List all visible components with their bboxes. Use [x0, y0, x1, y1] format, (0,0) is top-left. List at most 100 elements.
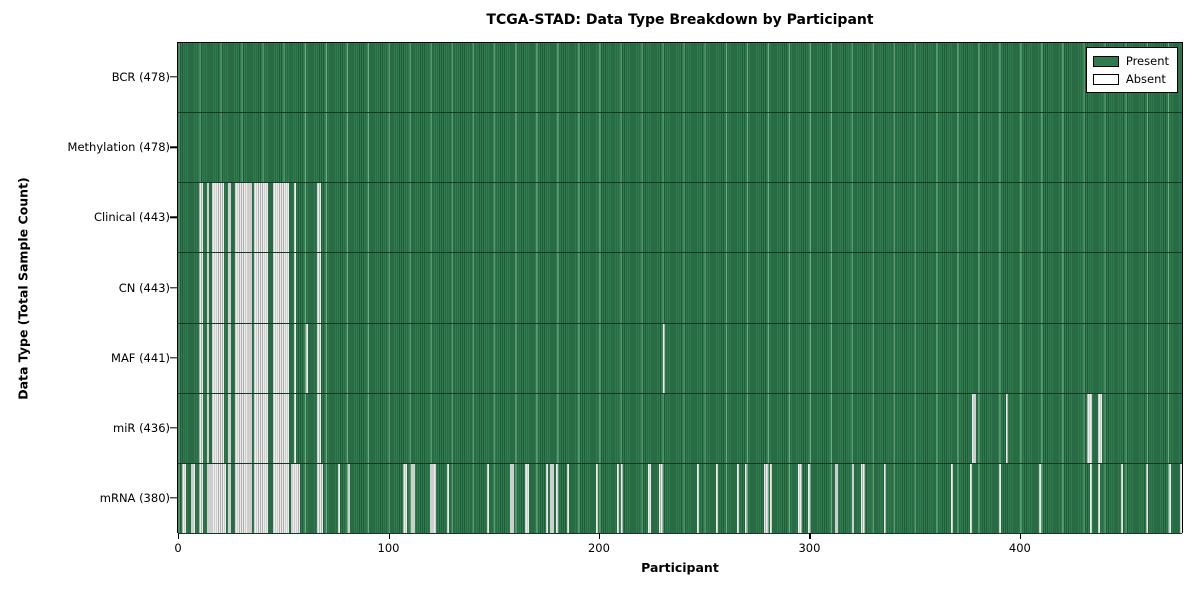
absent-stripe	[207, 463, 227, 533]
heatmap-row-mRNA	[178, 463, 1182, 534]
absent-stripe	[199, 183, 204, 253]
absent-stripe	[616, 463, 620, 533]
absent-stripe	[1146, 463, 1149, 533]
absent-stripe	[1005, 393, 1008, 463]
absent-stripe	[234, 323, 252, 393]
absent-stripe	[228, 393, 231, 463]
absent-stripe	[337, 463, 340, 533]
column-grid-lines	[178, 393, 1182, 463]
absent-stripe	[228, 323, 231, 393]
absent-stripe	[228, 253, 231, 323]
absent-stripe	[293, 253, 296, 323]
y-tick-label-CN: CN (443)	[118, 280, 170, 295]
absent-stripe	[402, 463, 407, 533]
x-axis-title: Participant	[641, 560, 719, 575]
absent-stripe	[658, 463, 664, 533]
heatmap-row-Clinical	[178, 183, 1182, 254]
y-axis-title: Data Type (Total Sample Count)	[15, 177, 31, 400]
absent-stripe	[595, 463, 599, 533]
absent-stripe	[253, 463, 269, 533]
absent-stripe	[1121, 463, 1124, 533]
absent-stripe	[293, 323, 296, 393]
x-tick-mark	[388, 533, 390, 539]
absent-stripe	[253, 183, 269, 253]
y-tick-label-mRNA: mRNA (380)	[99, 490, 170, 505]
absent-stripe	[556, 463, 559, 533]
absent-stripe	[1097, 463, 1101, 533]
absent-stripe	[207, 393, 210, 463]
y-tick-mark	[170, 76, 177, 78]
absent-stripe	[190, 463, 195, 533]
absent-stripe	[253, 393, 269, 463]
x-tick-label-400: 400	[1008, 541, 1031, 555]
absent-stripe	[524, 463, 529, 533]
absent-stripe	[293, 183, 296, 253]
absent-stripe	[883, 463, 886, 533]
absent-stripe	[316, 323, 321, 393]
absent-stripe	[663, 323, 666, 393]
absent-stripe	[207, 183, 210, 253]
y-tick-label-MAF: MAF (441)	[111, 350, 170, 365]
y-tick-mark	[170, 427, 177, 429]
absent-stripe	[199, 393, 204, 463]
y-tick-mark	[170, 286, 177, 289]
legend-present-label: Present	[1125, 54, 1169, 68]
absent-stripe	[234, 393, 252, 463]
legend-absent-label: Absent	[1125, 72, 1166, 86]
heatmap-row-miR	[178, 393, 1182, 464]
absent-stripe	[211, 253, 225, 323]
absent-stripe	[316, 253, 321, 323]
absent-stripe	[234, 253, 252, 323]
absent-stripe	[852, 463, 855, 533]
absent-stripe	[860, 463, 865, 533]
column-grid-lines	[178, 113, 1182, 183]
absent-stripe	[272, 183, 290, 253]
absent-stripe	[228, 463, 231, 533]
column-grid-lines	[178, 253, 1182, 323]
absent-stripe	[545, 463, 548, 533]
x-tick-label-200: 200	[587, 541, 610, 555]
legend: Present Absent	[1085, 47, 1178, 93]
absent-stripe	[199, 323, 204, 393]
absent-stripe	[199, 253, 204, 323]
x-tick-mark	[1019, 533, 1022, 539]
absent-stripe	[736, 463, 739, 533]
absent-stripe	[950, 463, 954, 533]
absent-stripe	[696, 463, 699, 533]
x-tick-mark	[598, 533, 601, 539]
absent-stripe	[234, 183, 252, 253]
y-tick-mark	[170, 356, 177, 359]
legend-entry-absent: Absent	[1092, 70, 1169, 88]
absent-stripe	[1087, 393, 1092, 463]
absent-stripe	[797, 463, 802, 533]
absent-stripe	[316, 393, 321, 463]
absent-stripe	[430, 463, 437, 533]
y-tick-mark	[170, 216, 177, 219]
absent-stripe	[509, 463, 515, 533]
absent-stripe	[316, 463, 323, 533]
x-tick-label-300: 300	[798, 541, 821, 555]
absent-stripe	[808, 463, 811, 533]
absent-stripe	[348, 463, 351, 533]
absent-stripe	[1169, 463, 1172, 533]
x-tick-label-100: 100	[377, 541, 400, 555]
absent-stripe	[272, 323, 290, 393]
absent-stripe	[182, 463, 187, 533]
y-tick-label-BCR: BCR (478)	[111, 70, 170, 85]
absent-stripe	[715, 463, 718, 533]
absent-stripe	[549, 463, 554, 533]
absent-stripe	[446, 463, 449, 533]
column-grid-lines	[178, 323, 1182, 393]
x-tick-label-0: 0	[174, 541, 182, 555]
absent-stripe	[306, 323, 309, 393]
y-tick-label-Clinical: Clinical (443)	[93, 210, 170, 225]
absent-stripe	[621, 463, 624, 533]
absent-stripe	[648, 463, 651, 533]
absent-stripe	[211, 393, 225, 463]
absent-stripe	[272, 253, 290, 323]
absent-stripe	[999, 463, 1002, 533]
absent-stripe	[228, 183, 231, 253]
absent-stripe	[971, 393, 977, 463]
y-tick-mark	[170, 497, 177, 499]
column-grid-lines	[178, 183, 1182, 253]
